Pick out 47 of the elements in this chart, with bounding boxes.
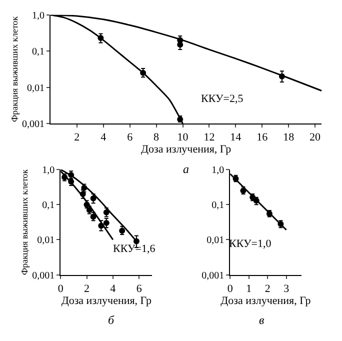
x-tick-label: 8 — [154, 132, 160, 144]
y-tick-label: 0,01 — [37, 235, 55, 246]
y-tick-label: 0,001 — [32, 270, 55, 282]
x-tick-label: 10 — [177, 132, 189, 144]
y-tick-label: 0,001 — [202, 270, 224, 282]
x-tick-label: 2 — [74, 132, 80, 144]
x-tick-label: 0 — [58, 282, 64, 295]
x-tick-label: 4 — [100, 132, 107, 144]
point — [98, 34, 104, 41]
x-tick-label: 16 — [256, 132, 268, 144]
y-tick-label: 1,0 — [32, 10, 44, 22]
y-tick-label: 0,001 — [22, 118, 44, 130]
text: б — [108, 313, 115, 327]
point — [98, 222, 104, 229]
point — [103, 220, 110, 226]
point — [133, 238, 140, 244]
x-tick-label: 0 — [227, 282, 234, 295]
y-tick-label: 0,01 — [206, 235, 224, 246]
x-tick-label: 12 — [204, 132, 215, 144]
x-tick-label: 14 — [230, 132, 242, 144]
y-tick-label: 1,0 — [212, 165, 224, 176]
text: в — [259, 313, 264, 327]
y-axis-title: Фракция выживших клеток — [9, 16, 20, 122]
x-tick-label: 6 — [127, 132, 134, 144]
x-tick-label: 4 — [110, 282, 116, 295]
x-axis-title: Доза излучения, Гр — [140, 144, 232, 156]
x-axis-title: Доза излучения, Гр — [61, 294, 152, 307]
y-tick-label: 0,1 — [42, 200, 55, 212]
x-tick-label: 18 — [283, 132, 295, 144]
point — [90, 195, 96, 202]
text: а — [183, 162, 189, 176]
annotation: ККУ=1,6 — [113, 243, 156, 255]
x-tick-label: 2 — [264, 282, 270, 295]
annotation: ККУ=1,0 — [229, 238, 272, 250]
y-tick-label: 0,01 — [26, 82, 44, 94]
x-tick-label: 6 — [136, 282, 142, 295]
y-tick-label: 0,1 — [212, 200, 224, 212]
x-tick-label: 1 — [246, 282, 252, 295]
y-tick-label: 0,1 — [32, 46, 44, 58]
x-tick-label: 3 — [284, 282, 290, 295]
y-tick-label: 1,0 — [42, 165, 55, 176]
x-tick-label: 20 — [310, 132, 322, 144]
point — [278, 73, 285, 80]
annotation: ККУ=2,5 — [201, 93, 244, 105]
y-axis-title: Фракция выживших клеток — [19, 168, 30, 275]
x-axis-title: Доза излучения, Гр — [220, 294, 312, 307]
x-tick-label: 2 — [84, 282, 90, 295]
